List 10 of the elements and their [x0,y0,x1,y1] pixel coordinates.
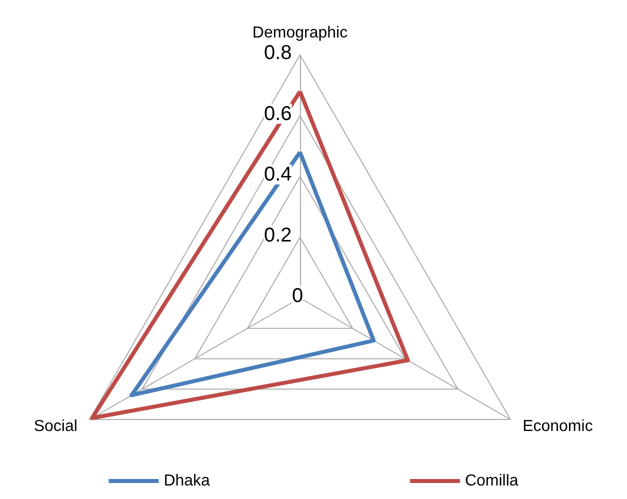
legend-label: Comilla [464,472,518,490]
y-tick-label: 0.4 [264,164,292,186]
spoke-label: Economic [522,418,593,435]
y-tick-label: 0.8 [264,42,292,64]
legend-label: Dhaka [164,472,210,490]
spoke-label: Demographic [252,24,348,42]
y-tick-label: 0.6 [264,102,292,125]
y-tick-label: 0.2 [264,224,292,246]
y-tick-label: 0 [292,285,304,307]
spoke-label: Social [34,418,78,435]
